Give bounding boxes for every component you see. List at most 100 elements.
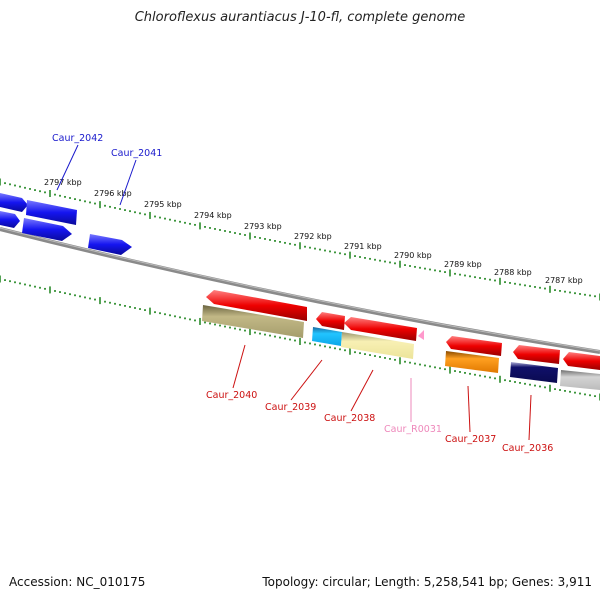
- minor-tick: [369, 257, 371, 260]
- scale-label: 2789 kbp: [444, 260, 482, 269]
- gene-caur-2038-arrow[interactable]: [344, 317, 417, 341]
- gene-caur-2036-block[interactable]: [510, 362, 558, 383]
- minor-tick: [544, 386, 546, 389]
- gene-label-caur-2036[interactable]: Caur_2036: [502, 443, 553, 454]
- gene-arrow[interactable]: [26, 200, 77, 225]
- gene-label-caur-2042[interactable]: Caur_2042: [52, 133, 103, 144]
- minor-tick: [319, 248, 321, 251]
- minor-tick: [529, 285, 531, 288]
- minor-tick: [329, 346, 331, 349]
- gene-label-caur-2040[interactable]: Caur_2040: [206, 390, 257, 401]
- minor-tick: [109, 205, 111, 208]
- minor-tick: [534, 384, 536, 387]
- minor-tick: [569, 390, 571, 393]
- minor-tick: [419, 266, 421, 269]
- gene-label-caur-2038[interactable]: Caur_2038: [324, 413, 375, 424]
- gene-caur-2037-arrow[interactable]: [446, 336, 502, 356]
- minor-tick: [184, 317, 186, 320]
- minor-tick: [544, 287, 546, 290]
- minor-tick: [229, 231, 231, 233]
- scale-label: 2787 kbp: [545, 276, 583, 285]
- minor-tick: [114, 207, 116, 209]
- gene-caur-2036-arrow[interactable]: [513, 345, 560, 364]
- minor-tick: [179, 220, 181, 223]
- minor-tick: [109, 301, 111, 304]
- gene-label-caur-2041[interactable]: Caur_2041: [111, 148, 162, 159]
- minor-tick: [464, 274, 466, 277]
- label-leaders: [56, 144, 532, 441]
- minor-tick: [524, 284, 526, 287]
- minor-tick: [364, 257, 366, 259]
- minor-tick: [554, 388, 556, 391]
- gene-caur-2040-arrow[interactable]: [206, 290, 307, 321]
- gene-caur-2042-arrow[interactable]: [0, 193, 28, 212]
- minor-tick: [309, 342, 311, 345]
- gene-caur-2039-block[interactable]: [312, 327, 342, 346]
- minor-tick: [289, 242, 291, 245]
- minor-tick: [404, 360, 406, 363]
- gene-caur-2039-arrow[interactable]: [316, 312, 345, 330]
- minor-tick: [459, 273, 461, 276]
- gene-arrow[interactable]: [88, 234, 132, 255]
- minor-tick: [69, 293, 71, 296]
- minor-tick: [129, 306, 131, 308]
- minor-tick: [504, 379, 506, 382]
- gene-caur-r0031-arrow[interactable]: [418, 330, 424, 340]
- minor-tick: [234, 327, 236, 330]
- minor-tick: [339, 252, 341, 255]
- minor-tick: [434, 366, 436, 369]
- minor-tick: [534, 286, 536, 288]
- minor-tick: [219, 324, 221, 327]
- leader-caur-2040: [232, 344, 246, 389]
- gene-block[interactable]: [560, 370, 600, 390]
- minor-tick: [29, 284, 31, 287]
- minor-tick: [314, 247, 316, 250]
- minor-tick: [474, 276, 476, 279]
- gene-label-caur-2037[interactable]: Caur_2037: [445, 434, 496, 445]
- minor-tick: [224, 325, 226, 328]
- minor-tick: [319, 344, 321, 347]
- scale-label: 2792 kbp: [294, 232, 332, 241]
- topology-text: Topology: circular; Length: 5,258,541 bp…: [262, 575, 592, 589]
- minor-tick: [139, 212, 141, 215]
- minor-tick: [134, 211, 136, 214]
- scale-labels: 2797 kbp 2796 kbp 2795 kbp 2794 kbp 2793…: [44, 178, 583, 285]
- gene-arrow[interactable]: [0, 211, 20, 228]
- minor-tick: [579, 293, 581, 295]
- minor-tick: [564, 290, 566, 293]
- gene-caur-2040-block[interactable]: [202, 305, 304, 338]
- gene-arrow[interactable]: [563, 352, 600, 370]
- minor-tick: [104, 300, 106, 303]
- gene-label-caur-2039[interactable]: Caur_2039: [265, 402, 316, 413]
- minor-tick: [14, 184, 16, 187]
- gene-label-caur-r0031[interactable]: Caur_R0031: [384, 424, 442, 435]
- minor-tick: [159, 312, 161, 315]
- minor-tick: [584, 293, 586, 296]
- minor-tick: [504, 281, 506, 284]
- minor-tick: [424, 364, 426, 367]
- minor-tick: [79, 199, 81, 202]
- gene-caur-2041-arrow[interactable]: [22, 218, 72, 241]
- minor-tick: [444, 368, 446, 371]
- leader-caur-2036: [528, 394, 532, 441]
- minor-tick: [224, 230, 226, 232]
- minor-tick: [239, 328, 241, 331]
- minor-tick: [494, 279, 496, 282]
- minor-tick: [324, 249, 326, 252]
- minor-tick: [529, 383, 531, 386]
- minor-tick: [9, 280, 11, 283]
- inner-tick-ring: [0, 275, 600, 401]
- minor-tick: [94, 202, 96, 205]
- minor-tick: [124, 209, 126, 211]
- minor-tick: [379, 356, 381, 358]
- minor-tick: [119, 208, 121, 210]
- minor-tick: [279, 240, 281, 243]
- gene-caur-2037-block[interactable]: [445, 351, 499, 373]
- minor-tick: [409, 361, 411, 364]
- gene-caur-2038-block[interactable]: [341, 332, 414, 359]
- minor-tick: [89, 201, 91, 204]
- leader-caur-2042: [56, 144, 79, 191]
- minor-tick: [389, 261, 391, 264]
- minor-tick: [559, 389, 561, 391]
- minor-tick: [9, 183, 11, 186]
